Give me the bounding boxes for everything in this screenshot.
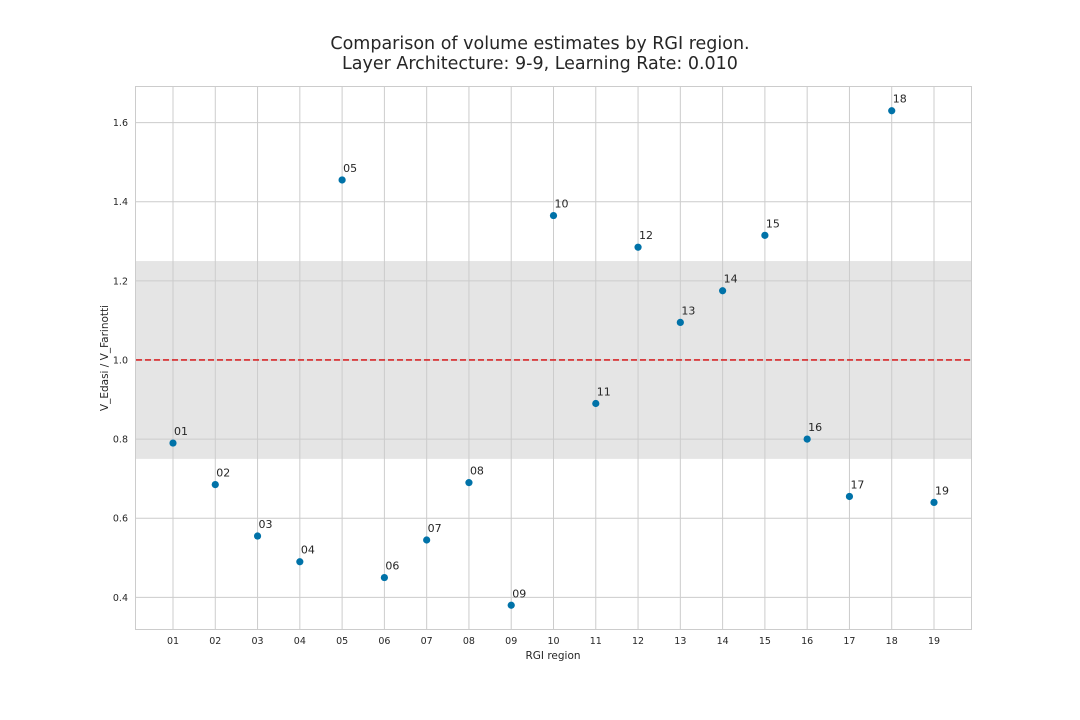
y-tick-label: 0.6: [113, 514, 128, 525]
data-point: [296, 558, 304, 566]
y-tick-label: 0.4: [113, 593, 128, 604]
point-labels: 01 02 03 04 05 06 07 08 09 10 11 12 13 14 15 16 17 18 19: [174, 93, 949, 601]
x-tick-label: 04: [294, 636, 306, 647]
point-label: 04: [301, 544, 315, 557]
point-label: 03: [259, 518, 273, 531]
x-axis-label: RGI region: [525, 650, 580, 662]
point-label: 19: [935, 484, 949, 497]
x-axis-ticks: 01 02 03 04 05 06 07 08 09 10 11 12 13 14 15 16 17 18 19: [167, 636, 940, 647]
y-axis-label: V_Edasi / V_Farinotti: [99, 305, 111, 411]
data-point: [761, 231, 769, 239]
x-tick-label: 17: [843, 636, 855, 647]
data-point: [888, 107, 896, 115]
point-label: 02: [216, 467, 230, 480]
point-label: 11: [597, 385, 611, 398]
x-tick-label: 09: [505, 636, 517, 647]
x-tick-label: 11: [590, 636, 602, 647]
data-point: [338, 176, 346, 184]
chart-title: Comparison of volume estimates by RGI re…: [330, 34, 749, 54]
data-point: [253, 532, 262, 540]
x-tick-label: 05: [336, 636, 348, 647]
point-label: 16: [808, 421, 822, 434]
x-tick-label: 03: [252, 636, 264, 647]
data-point: [634, 243, 642, 251]
point-label: 08: [470, 465, 484, 478]
point-label: 10: [555, 198, 569, 211]
data-point: [380, 573, 388, 582]
x-tick-label: 10: [547, 636, 559, 647]
x-tick-label: 18: [886, 636, 898, 647]
point-label: 06: [385, 560, 399, 573]
x-tick-label: 19: [928, 636, 940, 647]
y-tick-label: 1.2: [113, 276, 128, 287]
y-tick-label: 1.4: [113, 197, 128, 208]
chart-subtitle: Layer Architecture: 9-9, Learning Rate: …: [342, 54, 738, 74]
x-tick-label: 13: [674, 636, 686, 647]
data-point: [169, 439, 177, 447]
point-label: 13: [681, 304, 695, 317]
data-point: [549, 211, 558, 220]
point-label: 05: [343, 162, 357, 175]
x-tick-label: 01: [167, 636, 179, 647]
x-tick-label: 07: [421, 636, 433, 647]
x-gridlines: [172, 87, 935, 629]
data-point: [930, 498, 938, 507]
point-label: 15: [766, 217, 780, 230]
y-axis-ticks: 0.4 0.6 0.8 1.0 1.2 1.4 1.6: [113, 118, 128, 604]
x-tick-label: 12: [632, 636, 644, 647]
y-tick-label: 1.6: [113, 118, 128, 129]
point-label: 14: [724, 273, 738, 286]
data-point: [592, 399, 600, 408]
point-label: 07: [428, 522, 442, 535]
data-point: [507, 601, 515, 609]
data-point: [845, 492, 854, 501]
x-tick-label: 06: [378, 636, 390, 647]
data-point: [465, 479, 473, 487]
point-label: 17: [850, 478, 864, 491]
y-tick-label: 1.0: [113, 355, 128, 366]
x-tick-label: 08: [463, 636, 475, 647]
point-label: 01: [174, 425, 188, 438]
data-point: [211, 480, 219, 489]
x-tick-label: 16: [801, 636, 813, 647]
data-point: [803, 435, 811, 443]
data-point: [719, 287, 727, 295]
x-tick-label: 15: [759, 636, 771, 647]
point-label: 12: [639, 229, 653, 242]
data-point: [676, 318, 684, 326]
y-tick-label: 0.8: [113, 435, 128, 446]
point-label: 18: [893, 93, 907, 106]
data-point: [423, 536, 431, 544]
x-tick-label: 02: [209, 636, 221, 647]
data-points: [169, 107, 938, 609]
x-tick-label: 14: [717, 636, 729, 647]
point-label: 09: [512, 587, 526, 600]
